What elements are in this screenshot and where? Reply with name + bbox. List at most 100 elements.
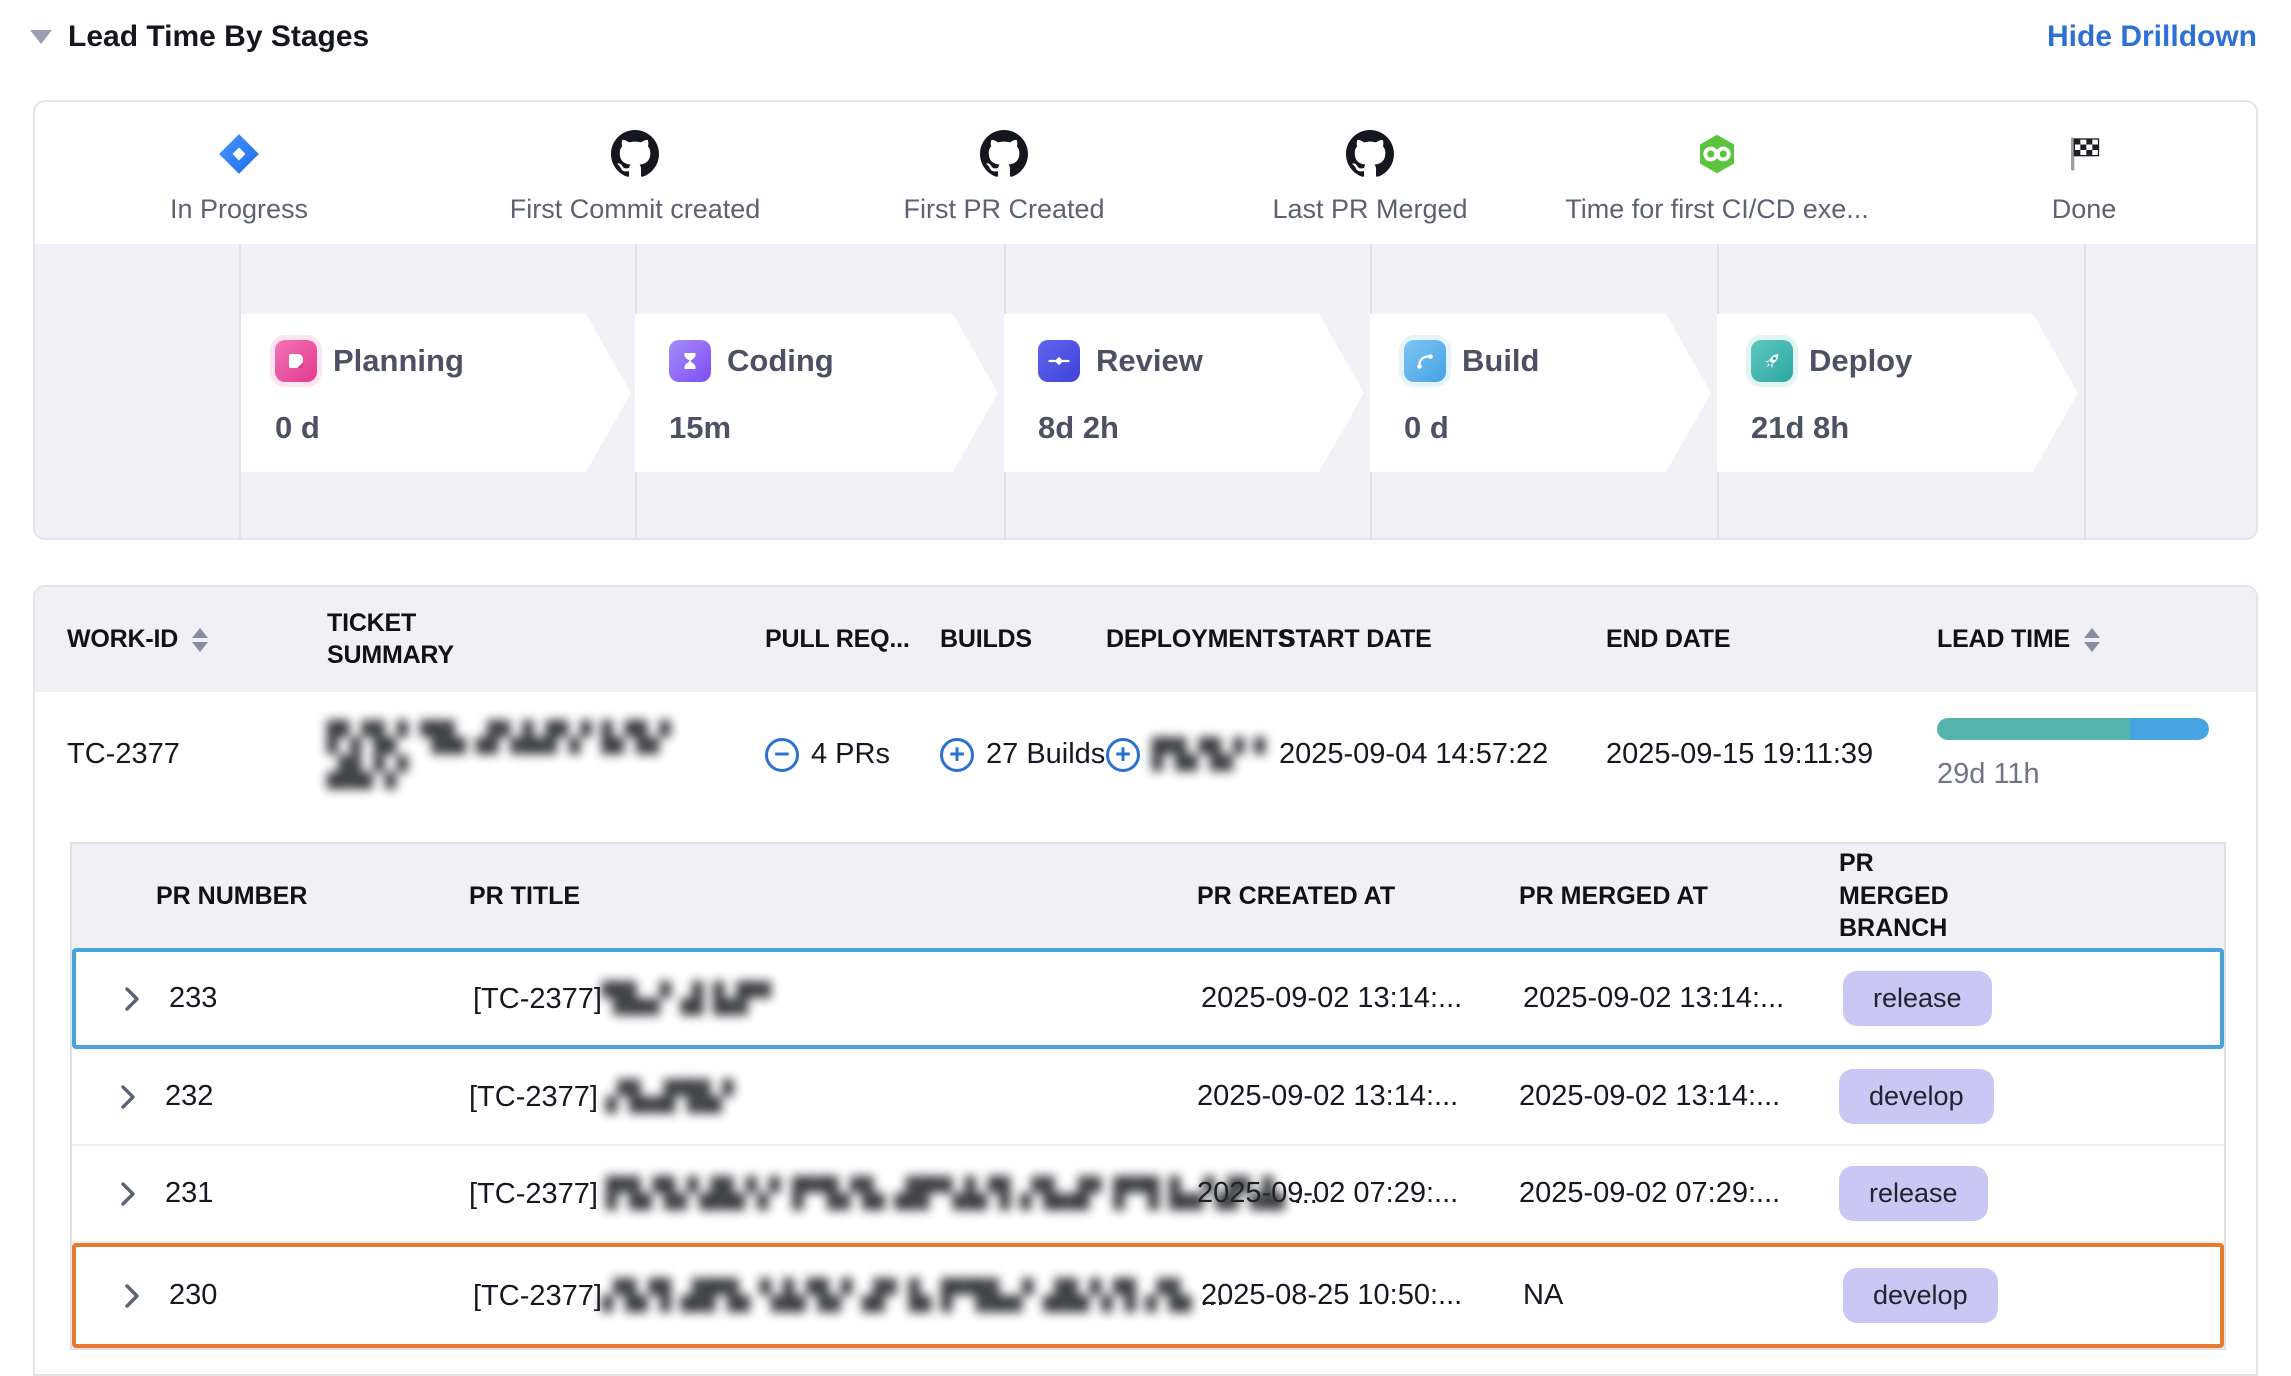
pr-created-at: 2025-09-02 13:14:... xyxy=(1201,982,1463,1014)
milestone-divider xyxy=(239,244,241,538)
stage-card-coding: Coding 15m xyxy=(635,314,998,472)
finish-flag-icon xyxy=(1924,126,2244,182)
pr-row-232[interactable]: 232 [TC-2377] ▞▙▟▜▙▘ 2025-09-02 13:14:..… xyxy=(72,1049,2224,1146)
pr-branch-cell: release xyxy=(1839,1166,2224,1221)
pr-branch-cell: develop xyxy=(1843,1268,2220,1323)
pr-created-at: 2025-09-02 07:29:... xyxy=(1197,1177,1459,1209)
stage-duration: 0 d xyxy=(1404,410,1449,445)
work-table-header: WORK-ID TICKET SUMMARY PULL REQ... BUILD… xyxy=(35,587,2256,692)
jira-status-icon xyxy=(79,126,399,182)
pr-title: [TC-2377] ▞▙▟▜▙▘ xyxy=(469,1081,746,1113)
column-header-pull-req: PULL REQ... xyxy=(765,625,910,653)
start-date-cell: 2025-09-04 14:57:22 xyxy=(1279,738,1549,770)
milestone-first-pr: First PR Created xyxy=(844,126,1164,225)
milestone-cicd: Time for first CI/CD exe... xyxy=(1557,126,1877,225)
end-date-cell: 2025-09-15 19:11:39 xyxy=(1606,738,1874,770)
planning-icon xyxy=(275,340,317,382)
stage-duration: 0 d xyxy=(275,410,320,445)
stage-card-review: Review 8d 2h xyxy=(1004,314,1364,472)
column-header-pr-title: PR TITLE xyxy=(469,881,581,910)
chevron-right-icon[interactable] xyxy=(117,1083,137,1111)
pr-merged-at: 2025-09-02 13:14:... xyxy=(1519,1080,1781,1112)
pr-row-230[interactable]: 230 [TC-2377]▞▙▜ ▟▛▙ ▚▙▜▞ ▟▘▙ ▛▜▙▞ ▟▙▚▜ … xyxy=(72,1243,2224,1348)
pr-row-231[interactable]: 231 [TC-2377] ▛▙▜▞▟▙▚▘▛▜▞▙ ▟▛▚▙▜ ▞▙▟▘▛▜ … xyxy=(72,1146,2224,1243)
pr-number: 232 xyxy=(165,1080,214,1112)
rocket-icon xyxy=(1751,340,1793,382)
branch-icon xyxy=(1404,340,1446,382)
chevron-right-icon[interactable] xyxy=(117,1180,137,1208)
chevron-right-icon[interactable] xyxy=(121,1282,141,1310)
github-icon xyxy=(475,126,795,182)
branch-badge: release xyxy=(1843,971,1992,1026)
redacted-text: ▞▙▜ ▟▛▙ ▚▙▜▞ ▟▘▙ ▛▜▙▞ ▟▙▚▜ ▞▙ xyxy=(601,1280,1193,1312)
stage-card-deploy: Deploy 21d 8h xyxy=(1717,314,2078,472)
stage-card-build: Build 0 d xyxy=(1370,314,1711,472)
column-header-work-id[interactable]: WORK-ID xyxy=(35,625,327,654)
column-header-start-date: START DATE xyxy=(1279,625,1432,653)
stage-card-planning: Planning 0 d xyxy=(241,314,631,472)
pr-table: PR NUMBER PR TITLE PR CREATED AT PR MERG… xyxy=(70,842,2226,1350)
column-header-end-date: END DATE xyxy=(1606,625,1731,653)
collapse-circle-icon[interactable]: − xyxy=(765,737,799,772)
redacted-text: ▛▙▜▞ ▘ xyxy=(1152,739,1278,771)
sort-icon[interactable] xyxy=(192,627,209,652)
milestone-label: Done xyxy=(2051,194,2117,224)
pr-number: 233 xyxy=(169,982,218,1014)
milestone-in-progress: In Progress xyxy=(79,126,399,225)
cicd-infinity-icon xyxy=(1557,126,1877,182)
milestone-first-commit: First Commit created xyxy=(475,126,795,225)
milestone-label: In Progress xyxy=(169,194,309,224)
branch-badge: release xyxy=(1839,1166,1988,1221)
hide-drilldown-link[interactable]: Hide Drilldown xyxy=(2047,20,2257,53)
github-icon xyxy=(844,126,1164,182)
milestone-label: Last PR Merged xyxy=(1272,194,1468,224)
column-header-pr-number: PR NUMBER xyxy=(156,881,308,910)
milestone-label: First PR Created xyxy=(903,194,1105,224)
stage-name: Build xyxy=(1462,343,1540,378)
milestone-last-pr-merged: Last PR Merged xyxy=(1210,126,1530,225)
hourglass-icon xyxy=(669,340,711,382)
stage-duration: 21d 8h xyxy=(1751,410,1850,445)
chevron-right-icon[interactable] xyxy=(121,985,141,1013)
sort-icon[interactable] xyxy=(2083,627,2100,652)
pr-created-at: 2025-09-02 13:14:... xyxy=(1197,1080,1459,1112)
redacted-text: ▞▙▟▜▙▘ xyxy=(606,1081,746,1113)
work-item-table: WORK-ID TICKET SUMMARY PULL REQ... BUILD… xyxy=(33,585,2258,1376)
lead-time-flow-panel: In Progress First Commit created First P… xyxy=(33,100,2258,540)
column-header-deployments: DEPLOYMENTS xyxy=(1106,625,1295,653)
pr-merged-at: 2025-09-02 07:29:... xyxy=(1519,1177,1781,1209)
branch-badge: develop xyxy=(1839,1069,1994,1124)
lead-time-bar xyxy=(1937,718,2209,740)
pr-title: [TC-2377]▞▙▜ ▟▛▙ ▚▙▜▞ ▟▘▙ ▛▜▙▞ ▟▙▚▜ ▞▙ .… xyxy=(473,1280,1225,1312)
expand-circle-icon[interactable]: + xyxy=(1106,737,1140,772)
stage-name: Deploy xyxy=(1809,343,1913,378)
pr-row-233[interactable]: 233 [TC-2377]▜▙▞ ▟ ▙▛▘ 2025-09-02 13:14:… xyxy=(72,948,2224,1049)
column-header-lead-time[interactable]: LEAD TIME xyxy=(1937,625,2256,654)
redacted-text: ▜▙▞ ▟ ▙▛▘ xyxy=(601,983,784,1015)
builds-cell[interactable]: + 27 Builds xyxy=(940,737,1106,772)
column-header-pr-merged-at: PR MERGED AT xyxy=(1519,881,1708,910)
commit-node-icon xyxy=(1038,340,1080,382)
pull-requests-cell[interactable]: − 4 PRs xyxy=(765,737,940,772)
page-title: Lead Time By Stages xyxy=(68,20,370,53)
github-icon xyxy=(1210,126,1530,182)
lead-time-value: 29d 11h xyxy=(1937,758,2040,790)
collapse-triangle-icon[interactable] xyxy=(30,30,52,44)
column-header-pr-created-at: PR CREATED AT xyxy=(1197,881,1396,910)
pr-merged-at: NA xyxy=(1523,1279,1564,1311)
lead-time-bar-blue-segment xyxy=(2130,718,2209,740)
column-header-pr-merged-branch: PR MERGED BRANCH xyxy=(1839,849,1949,943)
expand-circle-icon[interactable]: + xyxy=(940,737,974,772)
milestone-done: Done xyxy=(1924,126,2244,225)
deployments-cell[interactable]: + ▛▙▜▞ ▘ xyxy=(1106,737,1279,772)
branch-badge: develop xyxy=(1843,1268,1998,1323)
stage-duration: 15m xyxy=(669,410,732,445)
pr-number: 231 xyxy=(165,1177,214,1209)
pr-merged-at: 2025-09-02 13:14:... xyxy=(1523,982,1785,1014)
pr-table-header: PR NUMBER PR TITLE PR CREATED AT PR MERG… xyxy=(72,844,2224,948)
stage-area: Planning 0 d Coding 15m xyxy=(35,244,2256,538)
stage-duration: 8d 2h xyxy=(1038,410,1119,445)
lead-time-bar-teal-segment xyxy=(1937,718,2131,740)
column-header-ticket-summary: TICKET SUMMARY xyxy=(327,609,454,669)
lead-time-cell: 29d 11h xyxy=(1937,692,2256,791)
